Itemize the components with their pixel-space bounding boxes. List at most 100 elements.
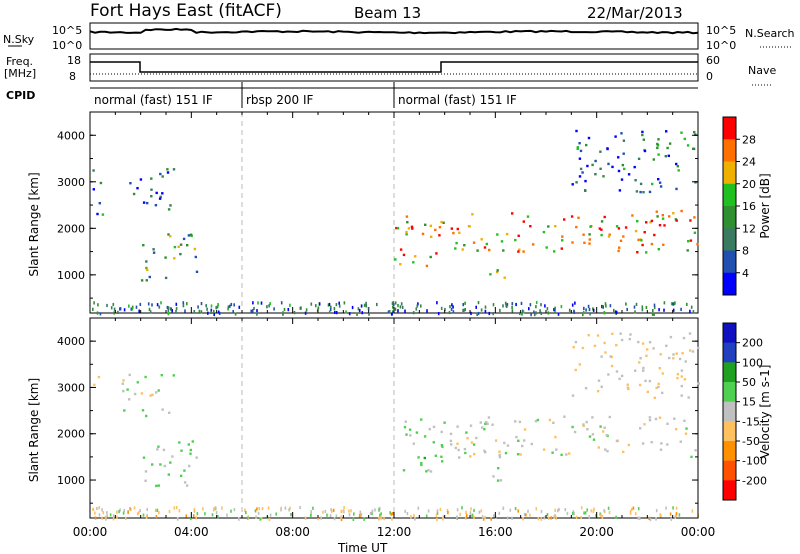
- velocity-cell: [555, 516, 557, 520]
- power-cell: [429, 224, 432, 227]
- velocity-cell: [371, 509, 374, 513]
- velocity-cell: [162, 448, 166, 452]
- velocity-cell: [679, 440, 682, 443]
- y-tick-label: 2000: [57, 428, 85, 441]
- power-cell: [217, 310, 220, 314]
- power-cell: [653, 312, 655, 316]
- power-cell: [675, 162, 678, 166]
- power-cell: [689, 219, 692, 222]
- power-cell: [119, 307, 121, 311]
- power-cell: [464, 308, 466, 312]
- power-cell: [633, 305, 636, 309]
- power-cell: [515, 302, 517, 307]
- velocity-cell: [608, 415, 611, 419]
- velocity-cell: [472, 443, 476, 446]
- velocity-cell: [642, 366, 645, 370]
- power-cell: [411, 227, 414, 230]
- power-cell: [399, 248, 403, 251]
- power-cell: [663, 308, 665, 312]
- power-cell: [173, 245, 177, 249]
- velocity-cell: [96, 506, 98, 511]
- velocity-cell: [92, 507, 94, 511]
- power-cell: [502, 249, 505, 252]
- power-cell: [138, 309, 140, 313]
- power-cell: [128, 304, 130, 308]
- velocity-cell: [683, 419, 686, 422]
- velocity-cell: [655, 517, 657, 521]
- velocity-cell: [480, 509, 483, 513]
- velocity-cell: [379, 513, 381, 517]
- velocity-cell: [176, 517, 179, 521]
- velocity-cell: [352, 517, 355, 521]
- velocity-cell: [593, 507, 595, 511]
- velocity-cell: [658, 416, 662, 419]
- power-cell: [140, 279, 144, 282]
- velocity-cell: [413, 514, 415, 518]
- power-cell: [546, 307, 549, 311]
- velocity-cell: [680, 375, 683, 378]
- velocity-cell: [478, 510, 481, 514]
- noise-strip-frame: [89, 22, 699, 50]
- power-cell: [407, 227, 411, 230]
- power-cell: [412, 311, 415, 315]
- colorbar-tick-label: 8: [742, 245, 749, 258]
- power-cell: [193, 247, 197, 251]
- power-cell: [522, 220, 525, 223]
- power-cell: [535, 311, 537, 315]
- velocity-panel: 1000 2000 3000 4000 Slant Range [km] 200 100 50…: [27, 317, 772, 539]
- velocity-cell: [436, 509, 439, 513]
- power-cell: [517, 234, 520, 237]
- velocity-cell: [676, 376, 679, 380]
- power-cell: [592, 307, 594, 311]
- velocity-cell: [546, 513, 549, 517]
- x-axis-label: Time UT: [337, 541, 388, 554]
- velocity-cell: [485, 421, 488, 424]
- power-cell: [391, 312, 393, 316]
- power-cell: [639, 182, 643, 186]
- velocity-cell: [122, 389, 125, 393]
- velocity-cell: [436, 517, 438, 522]
- power-cell: [101, 213, 105, 216]
- velocity-cell: [643, 423, 646, 426]
- velocity-cell: [136, 512, 139, 516]
- power-cell: [648, 190, 652, 194]
- velocity-cell: [119, 508, 121, 512]
- power-cell: [602, 305, 604, 309]
- velocity-cell: [175, 506, 178, 510]
- velocity-cell: [471, 513, 474, 517]
- velocity-cell: [681, 352, 684, 355]
- velocity-cell: [611, 332, 614, 335]
- velocity-cell: [142, 456, 146, 459]
- velocity-cell: [105, 517, 107, 521]
- velocity-cell: [527, 509, 529, 513]
- velocity-cell: [563, 415, 566, 418]
- noise-tick-top-right: 10^5: [706, 24, 736, 37]
- power-cell: [405, 215, 409, 218]
- power-cell: [553, 308, 555, 312]
- velocity-cell: [694, 449, 697, 452]
- velocity-cell: [496, 479, 500, 482]
- colorbar-tick-label: 20: [742, 178, 756, 191]
- velocity-cell: [473, 516, 475, 520]
- velocity-cell: [601, 430, 605, 433]
- power-cell: [598, 227, 601, 230]
- velocity-cell: [157, 484, 160, 487]
- cpid-layer: normal (fast) 151 IF rbsp 200 IF normal (f…: [94, 82, 517, 108]
- velocity-cell: [599, 425, 602, 428]
- velocity-cell: [484, 451, 487, 454]
- velocity-cell: [226, 513, 228, 517]
- velocity-cell: [615, 344, 618, 347]
- velocity-cell: [653, 396, 656, 399]
- velocity-cell: [112, 517, 115, 521]
- velocity-cell: [605, 434, 608, 437]
- colorbar-swatch: [723, 183, 736, 207]
- velocity-cell: [639, 427, 642, 430]
- power-cell: [391, 301, 394, 305]
- power-cell: [573, 310, 576, 314]
- velocity-cell: [558, 507, 560, 512]
- velocity-cell: [326, 513, 328, 517]
- power-cell: [504, 301, 507, 305]
- power-cell: [693, 130, 696, 134]
- velocity-cell: [414, 517, 416, 521]
- velocity-cell: [688, 332, 692, 335]
